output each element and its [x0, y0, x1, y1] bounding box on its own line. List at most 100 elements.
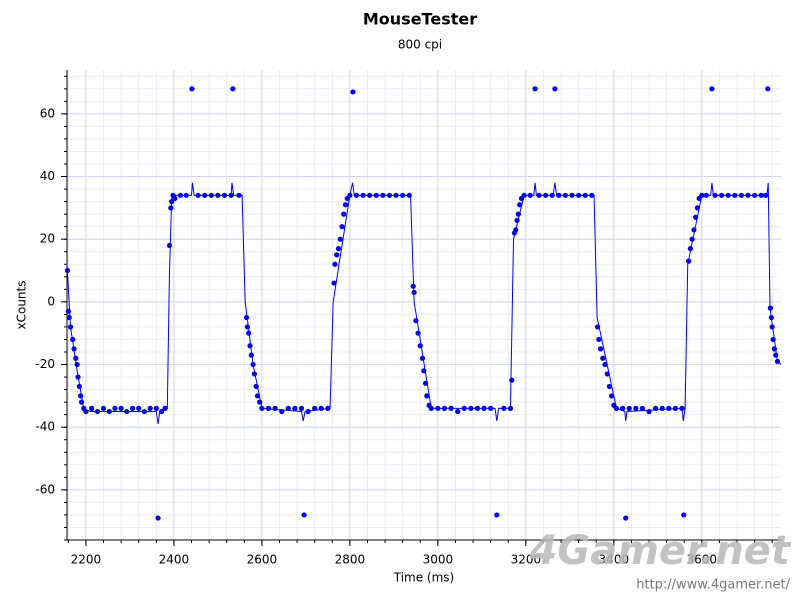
data-point — [78, 393, 84, 399]
data-point — [589, 192, 595, 198]
data-point — [221, 192, 228, 198]
data-point — [89, 405, 95, 411]
data-point — [569, 192, 575, 198]
data-point — [517, 202, 523, 208]
data-point — [646, 408, 652, 415]
data-point — [681, 512, 687, 518]
data-point — [582, 192, 588, 198]
data-point — [689, 236, 695, 242]
data-point — [626, 405, 632, 411]
data-point — [168, 205, 174, 211]
data-point — [411, 289, 417, 296]
data-point — [532, 86, 538, 92]
data-point — [337, 236, 343, 242]
data-point — [507, 405, 514, 411]
data-point — [474, 405, 481, 411]
data-point — [620, 405, 626, 411]
data-point — [468, 405, 474, 411]
data-point — [215, 192, 221, 198]
x-tick-label: 2400 — [159, 553, 190, 567]
x-tick-label: 3600 — [687, 553, 718, 567]
data-point — [686, 258, 692, 264]
data-point — [129, 405, 136, 411]
data-point — [771, 346, 778, 352]
data-point — [513, 227, 519, 233]
data-point — [172, 195, 178, 202]
data-point — [342, 202, 349, 208]
data-point — [552, 86, 558, 92]
data-point — [417, 343, 423, 349]
data-point — [752, 192, 758, 198]
data-point — [265, 405, 272, 411]
data-point — [712, 192, 718, 198]
data-point — [576, 192, 582, 198]
data-point — [106, 408, 112, 415]
chart-subtitle: 800 cpi — [398, 38, 442, 52]
data-point — [768, 314, 774, 321]
data-point — [285, 405, 291, 411]
data-point — [765, 86, 771, 92]
data-point — [773, 352, 779, 358]
data-point — [719, 192, 725, 198]
data-point — [598, 346, 604, 352]
data-point — [335, 246, 342, 252]
y-tick-label: -60 — [35, 482, 55, 496]
data-point — [380, 192, 386, 198]
data-point — [515, 211, 521, 217]
data-point — [71, 346, 77, 352]
data-point — [124, 408, 130, 415]
y-tick-label: -20 — [35, 357, 55, 371]
data-point — [769, 324, 775, 330]
data-point — [341, 211, 347, 217]
data-point — [393, 192, 399, 198]
data-point — [301, 512, 307, 518]
data-point — [745, 192, 751, 198]
data-point — [78, 399, 85, 405]
data-point — [521, 192, 527, 198]
data-point — [254, 393, 261, 399]
data-point — [481, 405, 487, 411]
x-tick-label: 2800 — [335, 553, 366, 567]
data-point — [693, 214, 699, 220]
data-point — [596, 336, 602, 343]
data-point — [334, 252, 340, 258]
data-point — [758, 192, 764, 198]
data-point — [272, 405, 278, 411]
data-point — [509, 377, 515, 383]
data-point — [694, 205, 701, 211]
y-tick-label: 60 — [40, 106, 55, 120]
data-point — [94, 408, 100, 415]
data-point — [691, 227, 697, 233]
x-tick-label: 3000 — [423, 553, 454, 567]
data-point — [141, 408, 148, 415]
data-point — [183, 192, 189, 198]
data-point — [406, 192, 412, 198]
data-point — [703, 192, 709, 198]
data-point — [353, 192, 360, 198]
watermark-url: http://www.4gamer.net/ — [636, 578, 790, 593]
data-point — [236, 192, 242, 198]
data-point — [136, 405, 142, 411]
data-point — [331, 280, 337, 286]
data-point — [248, 352, 254, 358]
data-point — [75, 374, 81, 380]
data-point — [100, 405, 107, 411]
grid: 2200 2400 2600 2800 3000 3200 3400 3600 -60 -40 -2… — [35, 70, 781, 567]
data-point — [243, 314, 250, 321]
data-point — [202, 192, 208, 198]
data-point — [153, 405, 159, 411]
data-point — [83, 408, 89, 415]
data-point — [461, 405, 467, 411]
data-point — [147, 405, 153, 411]
y-tick-label: 20 — [40, 232, 55, 246]
data-point — [386, 192, 393, 198]
y-axis-label: xCounts — [15, 281, 29, 330]
data-point — [339, 224, 345, 230]
data-point — [594, 324, 601, 330]
data-point — [732, 192, 738, 198]
data-point — [65, 308, 71, 314]
x-tick-label: 3200 — [511, 553, 542, 567]
data-point — [318, 405, 324, 411]
data-point — [455, 408, 461, 415]
